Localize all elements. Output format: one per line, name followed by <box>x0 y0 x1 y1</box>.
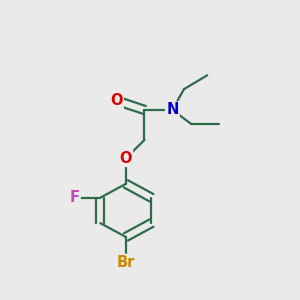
Text: F: F <box>70 190 80 205</box>
Text: O: O <box>120 151 132 166</box>
Text: Br: Br <box>117 255 135 270</box>
Text: N: N <box>166 102 178 117</box>
Text: O: O <box>110 93 123 108</box>
